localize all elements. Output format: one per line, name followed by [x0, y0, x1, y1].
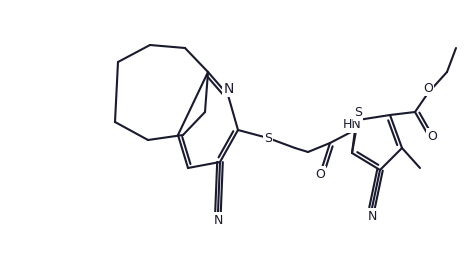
Text: S: S	[354, 106, 362, 119]
Text: N: N	[224, 82, 234, 96]
Text: N: N	[367, 210, 377, 222]
Text: O: O	[423, 81, 433, 94]
Text: S: S	[264, 131, 272, 144]
Text: O: O	[315, 168, 325, 181]
Text: O: O	[427, 130, 437, 143]
Text: N: N	[213, 214, 223, 227]
Text: HN: HN	[343, 118, 361, 131]
